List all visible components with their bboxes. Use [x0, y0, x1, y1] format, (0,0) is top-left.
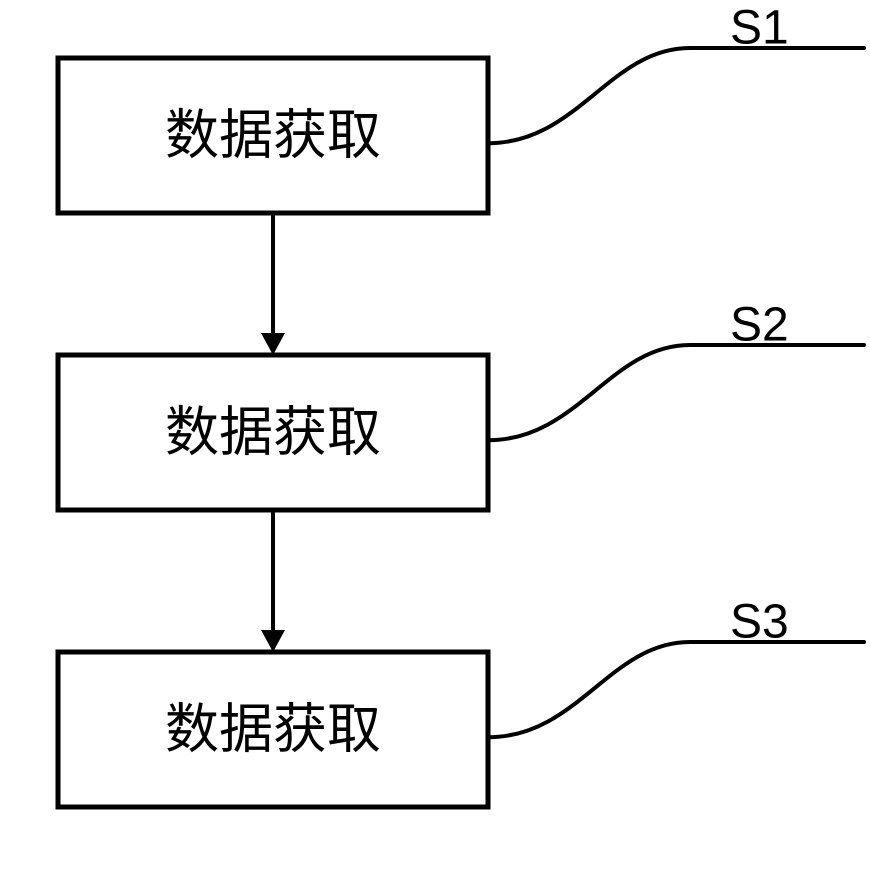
step-connector [488, 345, 864, 440]
flow-node-label: 数据获取 [165, 403, 381, 463]
flowchart-diagram: 数据获取 S1 数据获取 S2 数据获取 S3 [0, 0, 870, 873]
step-connector [488, 48, 864, 143]
step-label: S3 [730, 596, 789, 649]
arrowhead-icon [261, 630, 285, 652]
arrowhead-icon [261, 333, 285, 355]
flow-node-label: 数据获取 [165, 700, 381, 760]
flow-node-label: 数据获取 [165, 106, 381, 166]
step-label: S2 [730, 299, 789, 352]
step-label: S1 [730, 2, 789, 55]
step-connector [488, 642, 864, 737]
